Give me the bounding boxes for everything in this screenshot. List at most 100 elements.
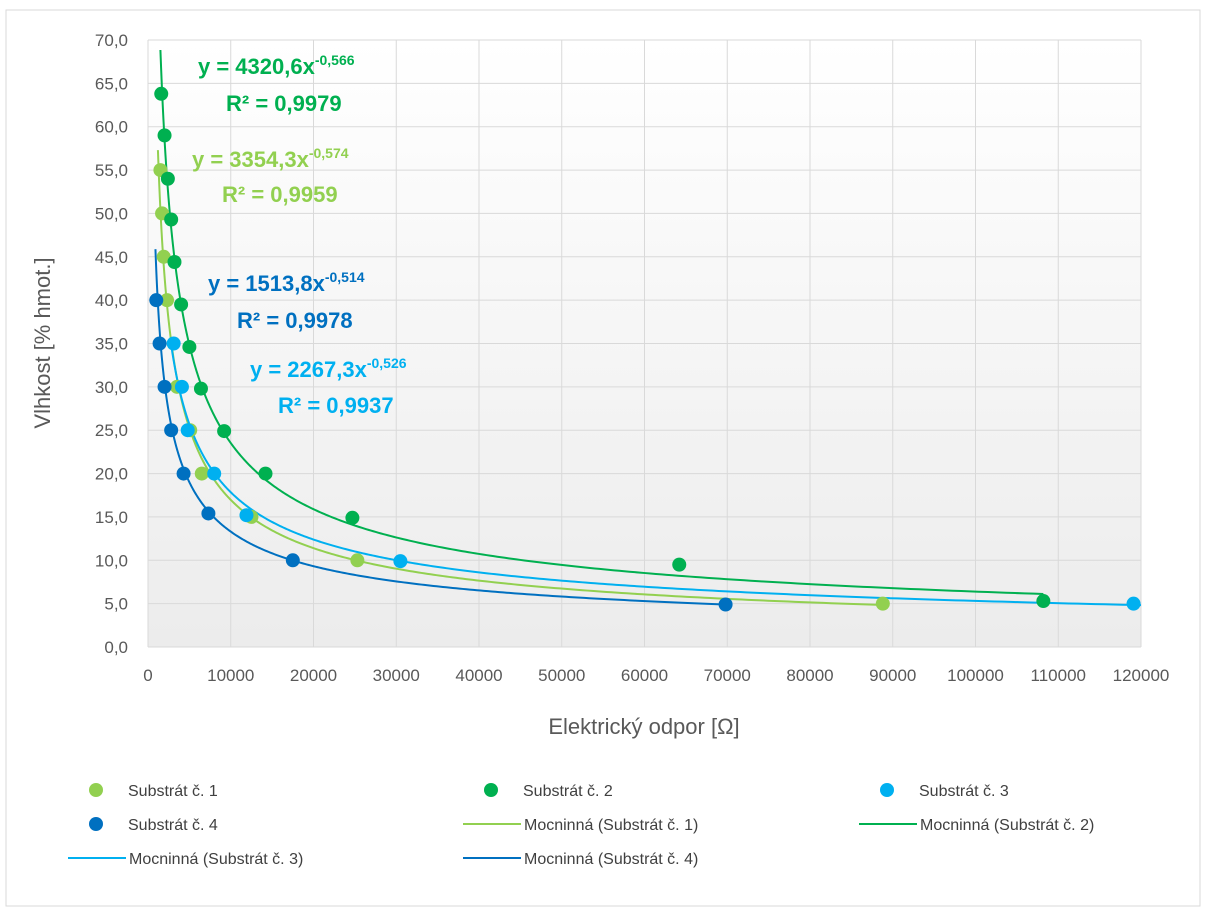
data-point-series-3 xyxy=(180,423,195,438)
legend-label: Mocninná (Substrát č. 1) xyxy=(524,817,698,834)
legend-item: Substrát č. 1 xyxy=(89,783,218,800)
data-point-series-2 xyxy=(258,466,273,481)
trendline-equation: y = 1513,8x-0,514 xyxy=(208,269,365,296)
data-point-series-3 xyxy=(207,466,222,481)
y-tick-label: 35,0 xyxy=(95,335,128,354)
data-point-series-4 xyxy=(149,293,164,308)
x-tick-label: 10000 xyxy=(207,666,254,685)
data-point-series-4 xyxy=(152,336,167,351)
data-point-series-3 xyxy=(239,508,254,523)
data-point-series-4 xyxy=(164,423,179,438)
data-point-series-2 xyxy=(164,212,179,227)
trendline-r-squared: R² = 0,9959 xyxy=(222,182,338,207)
trendline-series-1 xyxy=(156,150,885,607)
data-point-series-1 xyxy=(875,596,890,611)
legend-label: Mocninná (Substrát č. 2) xyxy=(920,817,1094,834)
y-tick-label: 65,0 xyxy=(95,74,128,93)
data-point-series-3 xyxy=(174,379,189,394)
y-tick-label: 30,0 xyxy=(95,378,128,397)
data-point-series-2 xyxy=(345,510,360,525)
y-tick-label: 60,0 xyxy=(95,118,128,137)
x-axis-ticks: 0 10000 20000 30000 40000 50000 60000 70000 8000… xyxy=(143,666,1169,685)
y-tick-label: 20,0 xyxy=(95,465,128,484)
data-point-series-1 xyxy=(156,249,171,264)
x-tick-label: 80000 xyxy=(786,666,833,685)
y-tick-label: 10,0 xyxy=(95,551,128,570)
x-tick-label: 120000 xyxy=(1113,666,1170,685)
data-point-series-1 xyxy=(350,553,365,568)
x-tick-label: 20000 xyxy=(290,666,337,685)
legend-item: Mocninná (Substrát č. 4) xyxy=(463,851,698,868)
legend-marker xyxy=(880,783,894,797)
data-point-series-4 xyxy=(201,506,216,521)
data-point-series-3 xyxy=(393,554,408,569)
trendline-equations: y = 4320,6x-0,566 R² = 0,9979 y = 3354,3x-… xyxy=(192,52,407,418)
legend-item: Mocninná (Substrát č. 3) xyxy=(68,851,303,868)
legend-item: Mocninná (Substrát č. 1) xyxy=(463,817,698,834)
y-tick-label: 45,0 xyxy=(95,248,128,267)
legend-label: Substrát č. 3 xyxy=(919,783,1009,800)
legend-label: Mocninná (Substrát č. 4) xyxy=(524,851,698,868)
data-point-series-4 xyxy=(718,597,733,612)
y-tick-label: 70,0 xyxy=(95,31,128,50)
legend-label: Substrát č. 2 xyxy=(523,783,613,800)
chart-border xyxy=(5,9,1201,907)
legend-marker xyxy=(89,817,103,831)
y-axis-ticks: 0,0 5,0 10,0 15,0 20,0 25,0 30,0 35,0 40,0 45,0 50… xyxy=(95,31,128,657)
x-tick-label: 50000 xyxy=(538,666,585,685)
data-point-series-2 xyxy=(217,424,232,439)
trendline-equation: y = 2267,3x-0,526 xyxy=(250,355,407,382)
x-tick-label: 0 xyxy=(143,666,152,685)
trendline-r-squared: R² = 0,9979 xyxy=(226,91,342,116)
data-point-series-2 xyxy=(193,381,208,396)
legend-item: Mocninná (Substrát č. 2) xyxy=(859,817,1094,834)
data-point-series-3 xyxy=(1126,596,1141,611)
data-point-series-1 xyxy=(160,293,175,308)
y-tick-label: 0,0 xyxy=(104,638,128,657)
x-axis-title: Elektrický odpor [Ω] xyxy=(548,714,739,739)
x-tick-label: 40000 xyxy=(455,666,502,685)
y-tick-label: 55,0 xyxy=(95,161,128,180)
trendline-r-squared: R² = 0,9937 xyxy=(278,393,394,418)
trendline-r-squared: R² = 0,9978 xyxy=(237,308,353,333)
legend-item: Substrát č. 2 xyxy=(484,783,613,800)
legend-item: Substrát č. 4 xyxy=(89,817,218,834)
y-tick-label: 5,0 xyxy=(104,595,128,614)
data-point-series-4 xyxy=(157,379,172,394)
legend: Substrát č. 1 Substrát č. 2 Substrát č. 3 S… xyxy=(68,783,1094,868)
x-tick-label: 110000 xyxy=(1031,666,1086,685)
trendline-series-2 xyxy=(159,49,1044,595)
legend-item: Substrát č. 3 xyxy=(880,783,1009,800)
data-point-series-2 xyxy=(167,254,182,269)
x-tick-label: 30000 xyxy=(373,666,420,685)
grid-lines xyxy=(147,39,1142,648)
y-tick-label: 25,0 xyxy=(95,421,128,440)
legend-marker xyxy=(89,783,103,797)
legend-label: Mocninná (Substrát č. 3) xyxy=(129,851,303,868)
x-tick-label: 60000 xyxy=(621,666,668,685)
y-tick-label: 15,0 xyxy=(95,508,128,527)
x-tick-label: 100000 xyxy=(947,666,1004,685)
data-points xyxy=(149,86,1141,612)
x-tick-label: 70000 xyxy=(704,666,751,685)
legend-label: Substrát č. 1 xyxy=(128,783,218,800)
data-point-series-4 xyxy=(285,553,300,568)
trendline-equation: y = 4320,6x-0,566 xyxy=(198,52,355,79)
data-point-series-2 xyxy=(157,128,172,143)
data-point-series-2 xyxy=(160,171,175,186)
data-point-series-2 xyxy=(182,339,197,354)
data-point-series-4 xyxy=(176,466,191,481)
data-point-series-3 xyxy=(166,336,181,351)
data-point-series-2 xyxy=(1036,594,1051,609)
legend-marker xyxy=(484,783,498,797)
y-tick-label: 50,0 xyxy=(95,204,128,223)
x-tick-label: 90000 xyxy=(869,666,916,685)
data-point-series-2 xyxy=(174,297,189,312)
y-tick-label: 40,0 xyxy=(95,291,128,310)
data-point-series-2 xyxy=(672,557,687,572)
trendline-equation: y = 3354,3x-0,574 xyxy=(192,145,349,172)
data-point-series-1 xyxy=(194,466,209,481)
y-axis-title: Vlhkost [% hmot.] xyxy=(30,257,55,428)
